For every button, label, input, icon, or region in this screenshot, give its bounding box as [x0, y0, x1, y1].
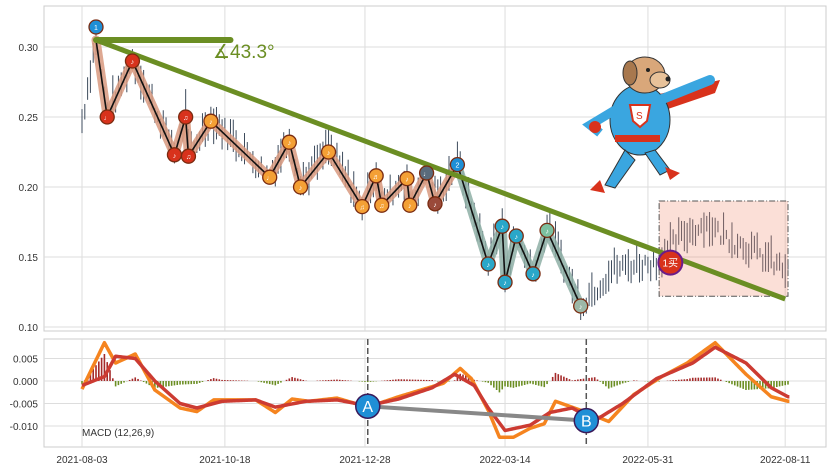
angle-label: ∡43.3°: [213, 42, 275, 63]
zigzag-marker: [573, 298, 589, 314]
divergence-point-a: [355, 393, 381, 419]
zigzag-marker-label: ♫: [186, 154, 191, 161]
x-tick-label: 2021-10-18: [199, 455, 251, 466]
zigzag-marker: [281, 134, 297, 150]
zigzag-marker: [418, 165, 435, 181]
macd-dea-line: [81, 345, 790, 433]
macd-y-tick-label: 0.000: [13, 377, 38, 388]
zigzag-marker-label: ♬: [373, 174, 380, 181]
zigzag-marker-label: 2: [455, 163, 459, 170]
svg-text:S: S: [636, 111, 643, 122]
zigzag-marker: [449, 156, 466, 173]
zigzag-marker: [203, 113, 219, 129]
zigzag-marker: [494, 218, 510, 234]
zigzag-marker: [497, 274, 513, 290]
zigzag-marker: [480, 256, 496, 272]
zigzag-marker-label: ♫: [183, 115, 188, 122]
x-tick-label: 2022-08-11: [760, 455, 811, 466]
superhero-dog-icon: S: [582, 56, 720, 193]
zigzag-marker-label: ♪: [288, 140, 292, 147]
zigzag-marker-label: ♪: [173, 153, 177, 160]
zigzag-marker-label: ♪: [299, 185, 303, 192]
zigzag-marker: [180, 148, 197, 164]
x-tick-label: 2022-03-14: [479, 455, 531, 466]
zigzag-marker: [539, 222, 555, 239]
macd-y-tick-label: 0.005: [13, 355, 38, 366]
zigzag-marker-label: ♪: [327, 150, 331, 157]
zigzag-marker-label: ♩: [104, 115, 111, 122]
zigzag-marker-label: ♪: [514, 234, 518, 241]
zigzag-marker-label: ♪: [503, 280, 507, 287]
zigzag-marker-label: ♪: [545, 228, 549, 235]
zigzag-marker: [374, 197, 390, 213]
zigzag-marker: [99, 109, 115, 125]
zigzag-marker: [124, 53, 141, 69]
y-tick-label: 0.10: [19, 323, 39, 334]
y-tick-label: 0.15: [19, 253, 39, 264]
zigzag-marker: [368, 168, 384, 184]
y-tick-label: 0.20: [19, 183, 39, 194]
divergence-line: [367, 404, 587, 423]
zigzag-marker: [427, 196, 443, 212]
zigzag-marker-label: ♪: [131, 59, 135, 66]
divergence-point-label: B: [581, 414, 592, 431]
macd-y-tick-label: -0.005: [10, 400, 39, 411]
zigzag-marker-label: ♪: [531, 272, 535, 279]
zigzag-marker: [320, 144, 337, 160]
highlight-box: [658, 200, 789, 297]
zigzag-marker-label: ♫: [379, 203, 384, 210]
zigzag-marker-label: ♩: [266, 175, 273, 182]
macd-label: MACD (12,26,9): [82, 428, 154, 439]
zigzag-marker-label: ♪: [486, 262, 490, 269]
x-tick-label: 2021-08-03: [56, 455, 108, 466]
buy-signal-label: 1买: [663, 258, 679, 270]
x-tick-label: 2021-12-28: [339, 455, 391, 466]
zigzag-marker: [178, 109, 194, 125]
zigzag-marker-label: ♪: [405, 177, 409, 184]
zigzag-marker: [399, 170, 415, 187]
macd-y-tick-label: -0.010: [10, 422, 39, 433]
zigzag-marker: [88, 19, 104, 35]
divergence-point-b: [573, 407, 600, 434]
zigzag-marker-label: 1: [94, 25, 98, 32]
y-tick-label: 0.25: [19, 113, 39, 124]
zigzag-marker: [525, 266, 541, 282]
zigzag-marker-label: ♪: [209, 119, 213, 126]
zigzag-marker: [262, 169, 278, 185]
divergence-point-label: A: [362, 399, 373, 416]
zigzag-marker-label: ♪: [500, 224, 504, 231]
zigzag-marker-label: ♪: [579, 304, 583, 311]
zigzag-marker-label: ♪: [433, 202, 437, 209]
y-tick-label: 0.30: [19, 43, 39, 54]
zigzag-marker-label: ♩: [423, 171, 430, 178]
zigzag-marker: [402, 197, 418, 213]
zigzag-marker-label: ♪: [408, 203, 412, 210]
zigzag-marker: [508, 228, 524, 244]
zigzag-marker: [292, 179, 309, 195]
x-tick-label: 2022-05-31: [622, 455, 674, 466]
zigzag-marker-label: ♫: [360, 205, 365, 212]
buy-signal-marker: [657, 249, 684, 276]
zigzag-marker: [354, 198, 370, 215]
